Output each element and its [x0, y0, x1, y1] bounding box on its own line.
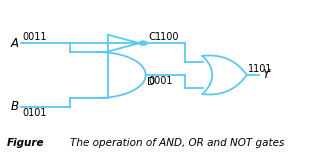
Text: A: A — [11, 37, 19, 50]
Text: 0101: 0101 — [22, 108, 47, 118]
Text: 1100: 1100 — [155, 32, 179, 42]
Text: D: D — [147, 76, 155, 86]
Text: B: B — [11, 100, 19, 113]
Text: Figure: Figure — [7, 138, 44, 148]
Text: 0001: 0001 — [148, 76, 173, 86]
Text: 1101: 1101 — [248, 64, 273, 74]
Text: 0011: 0011 — [22, 32, 47, 42]
Text: Y: Y — [262, 69, 269, 82]
Text: The operation of AND, OR and NOT gates: The operation of AND, OR and NOT gates — [70, 138, 284, 148]
Text: C: C — [149, 32, 156, 42]
